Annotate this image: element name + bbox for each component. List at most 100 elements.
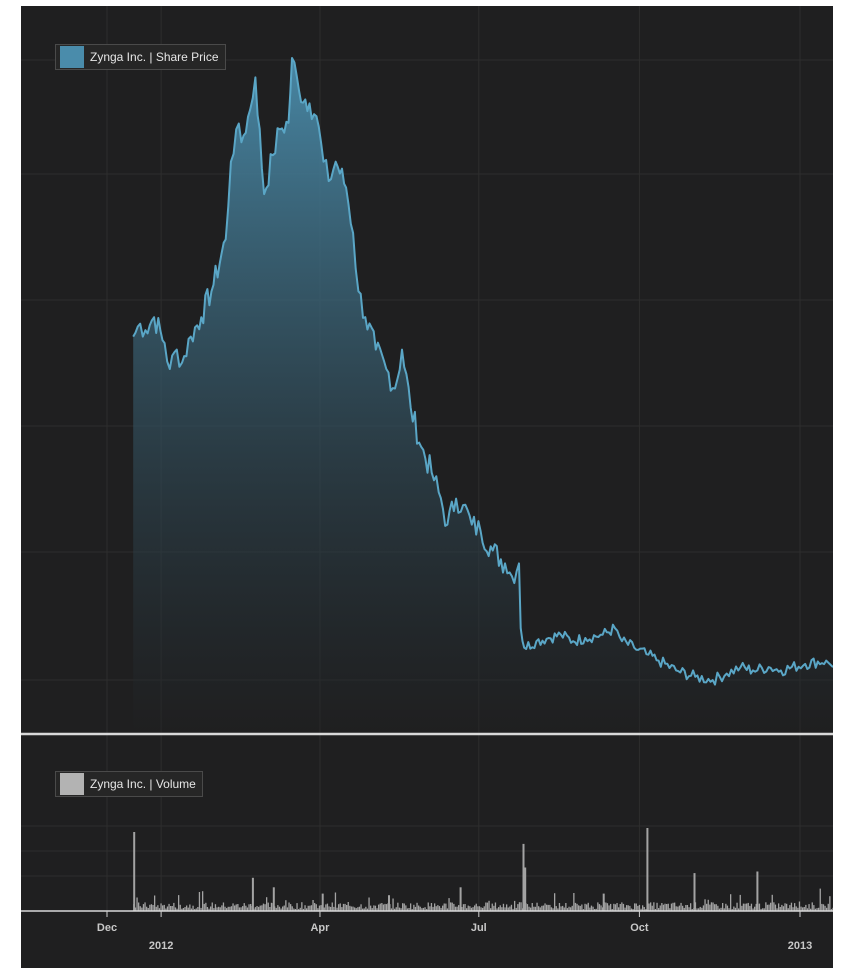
- volume-bar-256: [542, 905, 545, 911]
- volume-bar-24: [171, 906, 173, 911]
- volume-bar-76: [254, 907, 257, 911]
- volume-bar-127: [336, 907, 338, 911]
- volume-bar-401: [774, 904, 777, 911]
- volume-bar-184: [427, 902, 429, 911]
- volume-bar-134: [347, 902, 349, 911]
- chart-frame: Dec 2012 Apr Jul Oct 2013 Zynga Inc. | Share …: [21, 6, 833, 968]
- volume-bar-430: [821, 903, 823, 911]
- volume-bar-116: [318, 905, 321, 911]
- volume-bar-143: [362, 908, 364, 911]
- volume-bar-335: [669, 908, 671, 911]
- volume-bar-152: [376, 908, 378, 911]
- volume-bar-130: [341, 907, 343, 911]
- volume-bar-51: [214, 904, 217, 911]
- volume-bar-423: [810, 908, 812, 911]
- volume-bar-27: [176, 908, 178, 911]
- volume-bar-329: [659, 905, 661, 911]
- volume-bar-340: [677, 906, 679, 911]
- volume-bar-212: [472, 907, 474, 911]
- volume-bar-346: [686, 905, 689, 911]
- volume-bar-250: [533, 906, 535, 911]
- volume-bar-41: [198, 892, 201, 911]
- volume-bar-62: [232, 903, 234, 911]
- volume-bar-236: [510, 904, 513, 911]
- volume-bar-178: [418, 905, 420, 911]
- volume-bar-343: [682, 905, 684, 911]
- volume-bar-277: [576, 903, 578, 911]
- volume-bar-72: [248, 904, 250, 911]
- legend-volume[interactable]: Zynga Inc. | Volume: [55, 771, 203, 797]
- volume-bar-414: [795, 906, 797, 911]
- volume-bar-82: [264, 904, 266, 911]
- volume-bar-192: [440, 907, 442, 911]
- volume-bar-405: [781, 904, 783, 911]
- volume-bar-309: [627, 905, 629, 911]
- volume-bar-218: [482, 907, 484, 911]
- volume-bar-392: [760, 908, 762, 911]
- volume-bar-377: [736, 902, 738, 911]
- volume-bar-367: [720, 907, 722, 911]
- volume-bar-38: [194, 909, 196, 911]
- volume-bar-39: [195, 908, 197, 911]
- volume-bar-378: [738, 908, 740, 911]
- volume-bar-267: [560, 906, 562, 911]
- volume-bar-4: [139, 906, 141, 911]
- volume-bar-374: [731, 909, 733, 911]
- volume-bar-235: [509, 906, 511, 911]
- volume-bar-265: [557, 908, 559, 911]
- legend-price-swatch: [60, 46, 84, 68]
- x-tick-label-2: Apr: [310, 922, 330, 934]
- volume-bar-282: [584, 903, 586, 911]
- volume-bar-278: [578, 905, 580, 911]
- volume-bar-90: [277, 905, 279, 911]
- axis-layer: Dec 2012 Apr Jul Oct 2013: [97, 911, 812, 952]
- volume-bar-54: [219, 907, 221, 911]
- volume-bar-9: [147, 908, 149, 911]
- chart-svg: Dec 2012 Apr Jul Oct 2013: [21, 6, 833, 952]
- volume-bar-403: [778, 903, 780, 911]
- volume-bar-203: [458, 905, 460, 911]
- volume-bar-416: [798, 901, 801, 911]
- volume-bar-434: [827, 903, 829, 911]
- volume-bar-172: [408, 908, 410, 911]
- volume-bar-341: [678, 905, 681, 911]
- volume-bar-140: [357, 907, 359, 911]
- volume-bar-100: [293, 908, 295, 911]
- volume-bar-29: [179, 904, 181, 911]
- volume-bar-221: [486, 902, 489, 911]
- volume-bar-84: [267, 902, 269, 911]
- volume-bar-299: [611, 909, 613, 911]
- volume-bar-372: [728, 908, 730, 911]
- volume-bar-151: [374, 905, 377, 911]
- volume-bar-365: [717, 905, 719, 911]
- volume-bar-40: [197, 907, 199, 911]
- volume-bar-198: [450, 902, 452, 911]
- legend-share-price[interactable]: Zynga Inc. | Share Price: [55, 44, 226, 70]
- volume-bar-194: [443, 903, 445, 911]
- volume-bar-223: [490, 908, 492, 911]
- volume-bar-324: [651, 905, 653, 911]
- volume-bar-266: [558, 903, 561, 911]
- price-layer: [21, 57, 833, 736]
- volume-bar-217: [480, 907, 482, 911]
- volume-bar-111: [310, 905, 313, 911]
- volume-bar-352: [696, 908, 698, 911]
- volume-bar-230: [501, 907, 503, 911]
- volume-bar-94: [283, 905, 285, 911]
- volume-bar-34: [187, 907, 189, 911]
- volume-bar-216: [478, 906, 481, 911]
- volume-bar-43: [202, 891, 204, 911]
- volume-bar-248: [530, 907, 532, 911]
- volume-bar-263: [554, 893, 556, 911]
- volume-bar-48: [210, 906, 212, 911]
- volume-bar-187: [432, 906, 434, 911]
- legend-volume-swatch: [60, 773, 84, 795]
- volume-bar-137: [352, 906, 354, 911]
- legend-volume-label: Zynga Inc. | Volume: [90, 777, 196, 791]
- volume-bar-177: [416, 902, 418, 911]
- volume-bar-174: [411, 909, 413, 911]
- x-tick-label-4: Oct: [630, 922, 649, 934]
- volume-bar-208: [466, 908, 468, 911]
- volume-bar-196: [446, 908, 449, 911]
- volume-spike-0: [133, 832, 136, 911]
